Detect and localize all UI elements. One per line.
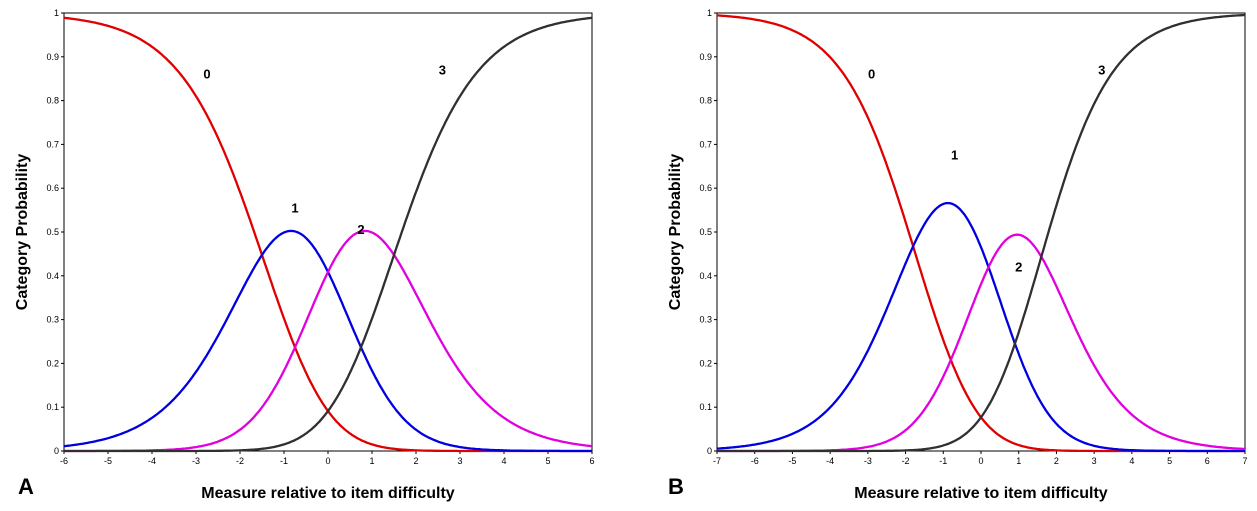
plot-area-a bbox=[63, 12, 593, 452]
x-tick-label-a: -3 bbox=[192, 456, 200, 466]
x-tick-label-a: 2 bbox=[413, 456, 418, 466]
y-tick-label-b: 0.8 bbox=[699, 96, 712, 106]
x-tick-label-a: -4 bbox=[148, 456, 156, 466]
x-tick-label-b: 6 bbox=[1205, 456, 1210, 466]
curve-label-b-category-0: 0 bbox=[868, 67, 875, 82]
y-tick-label-a: 0.5 bbox=[46, 227, 59, 237]
y-tick-label-b: 0.4 bbox=[699, 271, 712, 281]
y-axis-title-a: Category Probability bbox=[14, 154, 31, 311]
x-tick-label-b: 5 bbox=[1167, 456, 1172, 466]
curve-label-a-category-0: 0 bbox=[203, 67, 210, 82]
tick-labels-b: 0 0.1 0.2 0.3 0.4 0.5 0.6 0.7 0.8 0.9 1 -7 -6 -5 -4 -3 -… bbox=[699, 8, 1247, 466]
y-tick-label-a: 0.4 bbox=[46, 271, 59, 281]
x-tick-label-a: 5 bbox=[545, 456, 550, 466]
curve-labels-a: 0 1 2 3 bbox=[203, 62, 446, 237]
y-tick-label-a: 1 bbox=[54, 8, 59, 18]
curve-label-a-category-1: 1 bbox=[291, 200, 298, 215]
curve-label-a-category-3: 3 bbox=[439, 62, 446, 77]
series-line-b-category-1 bbox=[716, 201, 1245, 453]
curve-label-b-category-3: 3 bbox=[1098, 62, 1105, 77]
x-tick-label-b: -2 bbox=[902, 456, 910, 466]
x-tick-label-a: -6 bbox=[60, 456, 68, 466]
y-tick-label-a: 0.8 bbox=[46, 96, 59, 106]
series-b bbox=[716, 13, 1246, 453]
y-tick-label-b: 0.5 bbox=[699, 227, 712, 237]
y-axis-title-b: Category Probability bbox=[667, 154, 684, 311]
y-tick-label-b: 0.1 bbox=[699, 402, 712, 412]
panel-letter-a: A bbox=[18, 474, 34, 499]
x-tick-label-b: -6 bbox=[751, 456, 759, 466]
series-line-a-category-3 bbox=[64, 16, 593, 453]
y-tick-label-b: 1 bbox=[707, 8, 712, 18]
x-tick-label-b: -4 bbox=[826, 456, 834, 466]
y-tick-label-b: 0.2 bbox=[699, 358, 712, 368]
panel-letter-b: B bbox=[668, 474, 684, 499]
y-tick-label-b: 0.9 bbox=[699, 52, 712, 62]
x-tick-label-b: -3 bbox=[864, 456, 872, 466]
plot-area-b bbox=[716, 12, 1246, 452]
x-tick-label-a: -1 bbox=[280, 456, 288, 466]
panel-a: 0 0.1 0.2 0.3 0.4 0.5 0.6 0.7 0.8 0.9 1 -6 -5 -4 -3 -2 -… bbox=[14, 8, 595, 502]
x-tick-label-b: -5 bbox=[788, 456, 796, 466]
x-tick-label-a: -2 bbox=[236, 456, 244, 466]
tick-labels-a: 0 0.1 0.2 0.3 0.4 0.5 0.6 0.7 0.8 0.9 1 -6 -5 -4 -3 -2 -… bbox=[46, 8, 594, 466]
x-tick-label-b: 4 bbox=[1129, 456, 1134, 466]
y-tick-label-b: 0.7 bbox=[699, 139, 712, 149]
x-tick-label-b: 7 bbox=[1242, 456, 1247, 466]
x-axis-title-a: Measure relative to item difficulty bbox=[201, 485, 455, 502]
curve-label-b-category-1: 1 bbox=[951, 148, 958, 163]
x-tick-label-a: 6 bbox=[589, 456, 594, 466]
x-tick-label-b: 3 bbox=[1092, 456, 1097, 466]
x-tick-label-a: -5 bbox=[104, 456, 112, 466]
y-tick-label-a: 0.7 bbox=[46, 139, 59, 149]
y-tick-label-b: 0 bbox=[707, 446, 712, 456]
y-tick-label-b: 0.3 bbox=[699, 315, 712, 325]
x-tick-label-b: 0 bbox=[978, 456, 983, 466]
y-tick-label-a: 0 bbox=[54, 446, 59, 456]
x-tick-label-a: 3 bbox=[457, 456, 462, 466]
x-tick-label-b: -1 bbox=[939, 456, 947, 466]
y-tick-label-a: 0.3 bbox=[46, 315, 59, 325]
y-tick-label-a: 0.2 bbox=[46, 358, 59, 368]
x-tick-label-b: 2 bbox=[1054, 456, 1059, 466]
y-tick-label-a: 0.9 bbox=[46, 52, 59, 62]
y-tick-label-b: 0.6 bbox=[699, 183, 712, 193]
series-line-b-category-3 bbox=[717, 13, 1246, 453]
x-axis-title-b: Measure relative to item difficulty bbox=[854, 485, 1108, 502]
curve-label-a-category-2: 2 bbox=[357, 222, 364, 237]
x-tick-label-b: 1 bbox=[1016, 456, 1021, 466]
y-tick-label-a: 0.1 bbox=[46, 402, 59, 412]
x-tick-label-a: 1 bbox=[369, 456, 374, 466]
x-tick-label-a: 4 bbox=[501, 456, 506, 466]
panel-b: 0 0.1 0.2 0.3 0.4 0.5 0.6 0.7 0.8 0.9 1 -7 -6 -5 -4 -3 -… bbox=[667, 8, 1248, 502]
x-tick-label-b: -7 bbox=[713, 456, 721, 466]
curve-label-b-category-2: 2 bbox=[1015, 259, 1022, 274]
y-tick-label-a: 0.6 bbox=[46, 183, 59, 193]
curve-labels-b: 0 1 2 3 bbox=[868, 62, 1105, 274]
x-tick-label-a: 0 bbox=[325, 456, 330, 466]
series-a bbox=[63, 16, 593, 453]
